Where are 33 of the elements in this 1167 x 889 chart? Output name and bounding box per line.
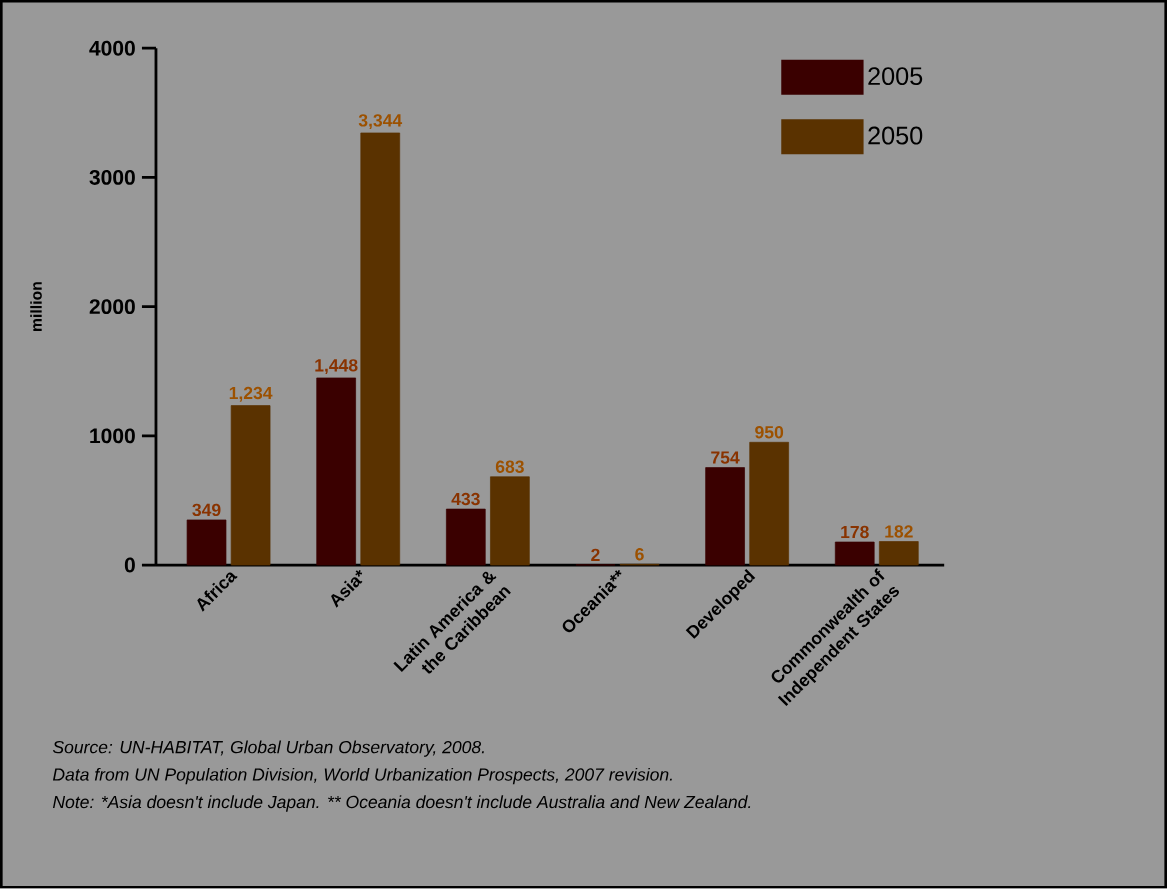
bar	[446, 508, 486, 566]
bar	[230, 405, 271, 566]
y-tick-label: 2000	[89, 299, 135, 315]
y-tick-label: 3000	[89, 170, 135, 186]
data-label: 182	[885, 525, 913, 538]
bar	[490, 476, 530, 566]
y-tick-label: 0	[124, 557, 135, 573]
legend-label: 2050	[868, 126, 923, 145]
bar	[749, 442, 789, 566]
data-label: 754	[711, 451, 740, 464]
bar	[316, 377, 356, 566]
data-label: 950	[755, 426, 784, 439]
bar	[186, 519, 227, 566]
data-label: 2	[591, 548, 600, 562]
text: Note: *Asia doesn't include Japan. ** Oceania doesn't include Australia and New Zealand.	[52, 795, 751, 812]
bar	[834, 541, 875, 566]
bar	[879, 541, 919, 566]
bar	[705, 467, 745, 566]
data-label: 1,448	[315, 359, 358, 375]
legend-label: 2005	[868, 67, 923, 86]
bar	[360, 132, 401, 566]
data-label: 683	[495, 460, 524, 474]
data-label: 433	[451, 492, 480, 506]
text: Data from UN Population Division, World Urbanization Prospects, 2007 revision.	[52, 768, 672, 785]
data-label: 178	[841, 525, 869, 539]
source-note: Source: UN-HABITAT, Global Urban Observatory, 2008.	[52, 740, 484, 757]
y-axis-title: million	[30, 282, 42, 332]
data-label: 3,344	[358, 114, 403, 130]
y-tick-label: 1000	[90, 428, 135, 444]
data-label: 1,234	[229, 386, 273, 402]
y-tick-label: 4000	[89, 40, 135, 56]
data-label: 6	[635, 548, 644, 561]
data-label: 349	[192, 503, 221, 517]
